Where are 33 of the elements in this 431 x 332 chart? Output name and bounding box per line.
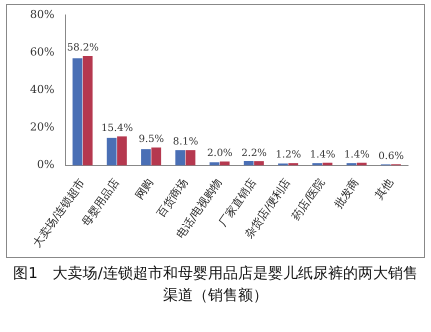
y-tick-label: 60% xyxy=(30,45,54,58)
bar xyxy=(186,150,196,166)
bar xyxy=(117,136,127,166)
data-label: 8.1% xyxy=(172,136,198,148)
data-label: 2.2% xyxy=(241,148,267,159)
bar xyxy=(82,56,93,166)
bar xyxy=(220,162,230,166)
bar xyxy=(141,149,151,166)
bar xyxy=(72,58,82,166)
data-label: 2.0% xyxy=(207,148,233,160)
y-tick-label: 0% xyxy=(36,158,54,172)
x-tick-label: 网购 xyxy=(132,176,156,202)
bar xyxy=(175,150,186,166)
data-label: 0.6% xyxy=(378,150,404,162)
y-tick-label: 80% xyxy=(30,8,54,21)
data-label: 1.4% xyxy=(310,149,336,160)
bar xyxy=(254,161,264,166)
text: 图1 大卖场/连锁超市和母婴用品店是婴儿纸尿裤的两大销售渠道（销售额） xyxy=(12,263,419,306)
bar xyxy=(106,138,117,166)
bar xyxy=(356,162,367,166)
x-tick-label: 批发商 xyxy=(332,176,362,210)
data-label: 1.2% xyxy=(276,150,302,161)
data-label: 15.4% xyxy=(101,122,133,134)
data-label: 58.2% xyxy=(66,42,99,54)
x-tick-label: 其他 xyxy=(372,176,396,202)
bar xyxy=(322,162,332,166)
data-label: 9.5% xyxy=(138,134,164,146)
bar xyxy=(244,160,254,166)
data-label: 1.4% xyxy=(344,149,370,160)
y-tick-label: 20% xyxy=(30,120,54,134)
bar xyxy=(151,147,162,166)
y-tick-label: 40% xyxy=(30,83,54,96)
x-tick-label: 药店/医院 xyxy=(289,176,328,223)
